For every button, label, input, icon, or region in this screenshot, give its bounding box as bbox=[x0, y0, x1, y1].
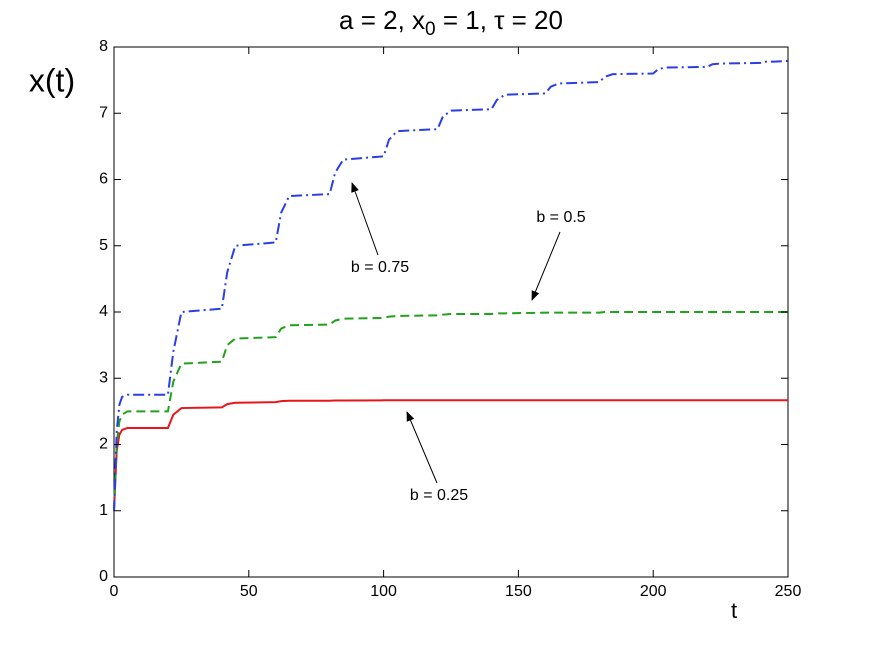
y-tick-label: 0 bbox=[99, 568, 108, 585]
x-tick-label: 0 bbox=[110, 583, 119, 600]
x-tick-label: 200 bbox=[640, 583, 667, 600]
y-tick-label: 2 bbox=[99, 436, 108, 453]
chart-title: a = 2, x0 = 1, τ = 20 bbox=[339, 5, 563, 40]
y-tick-label: 5 bbox=[99, 237, 108, 254]
y-tick-label: 6 bbox=[99, 171, 108, 188]
plot-area bbox=[113, 59, 789, 511]
arrow bbox=[406, 411, 438, 484]
title-part: = 1, τ = 20 bbox=[436, 5, 563, 35]
arrow bbox=[351, 182, 379, 256]
annotation: b = 0.5 bbox=[536, 209, 585, 226]
title-part: 0 bbox=[425, 19, 436, 40]
y-tick-label: 8 bbox=[99, 38, 108, 55]
y-tick-label: 1 bbox=[99, 502, 108, 519]
arrow bbox=[531, 231, 561, 301]
title-part: a = 2, x bbox=[339, 5, 425, 35]
series-line bbox=[113, 59, 789, 511]
x-tick-label: 250 bbox=[775, 583, 802, 600]
annotation: b = 0.75 bbox=[351, 259, 409, 276]
x-tick-label: 150 bbox=[505, 583, 532, 600]
y-tick-label: 3 bbox=[99, 369, 108, 386]
annotation: b = 0.25 bbox=[410, 487, 468, 504]
x-tick-label: 50 bbox=[240, 583, 258, 600]
y-tick-label: 7 bbox=[99, 104, 108, 121]
series-line bbox=[113, 399, 788, 511]
x-tick-label: 100 bbox=[370, 583, 397, 600]
x-axis-label: t bbox=[731, 598, 737, 623]
y-axis-label: x(t) bbox=[29, 62, 75, 98]
y-tick-label: 4 bbox=[99, 303, 108, 320]
series-line bbox=[113, 311, 788, 511]
